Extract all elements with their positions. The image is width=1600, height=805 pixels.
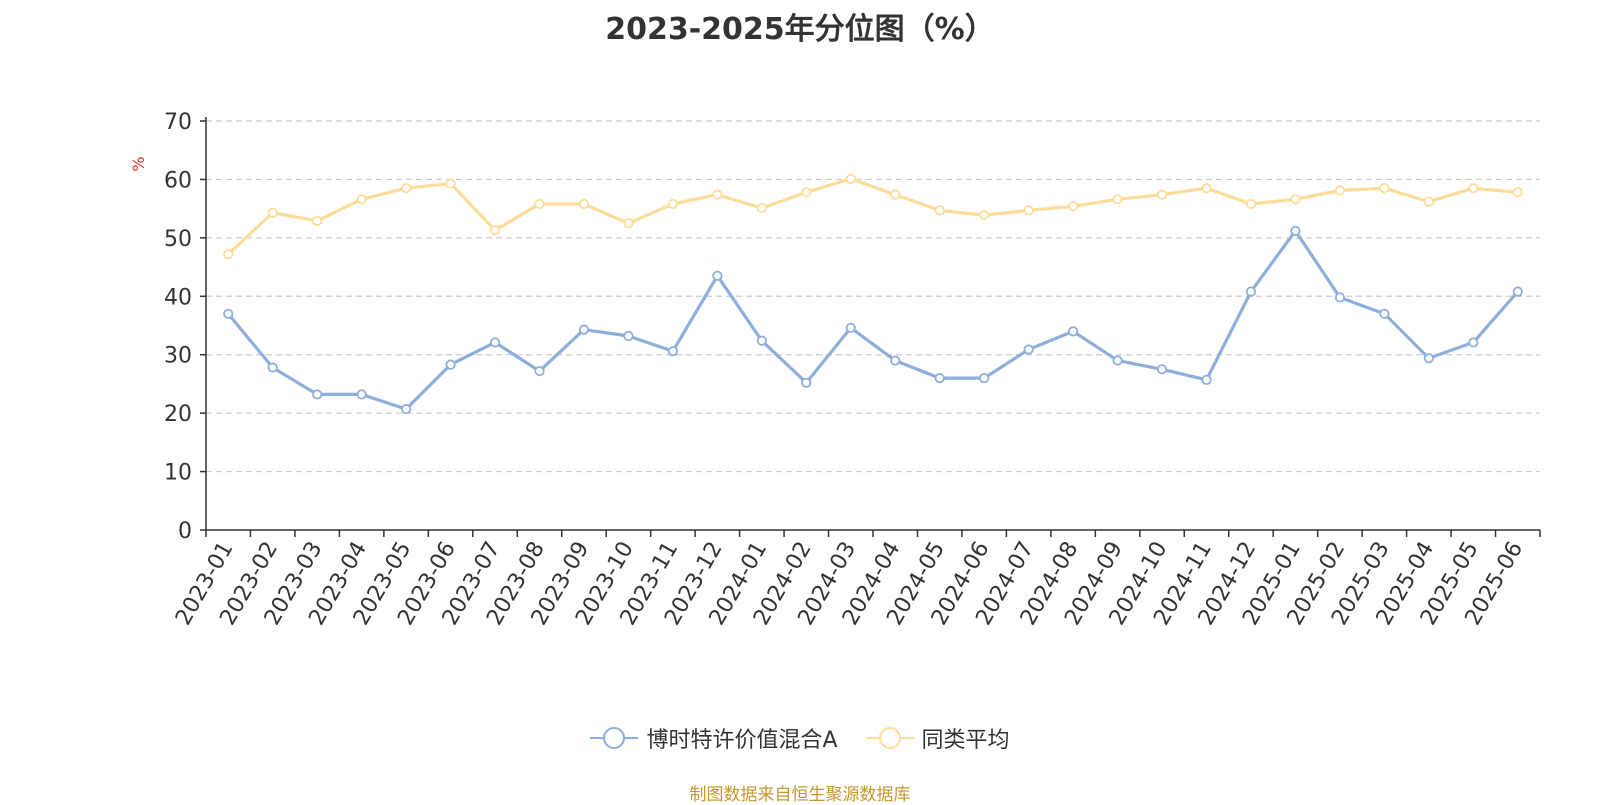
data-point[interactable] — [1290, 194, 1301, 205]
axes: 0102030405060702023-012023-022023-032023… — [164, 110, 1541, 630]
data-point[interactable] — [445, 178, 456, 189]
data-point[interactable] — [756, 335, 767, 346]
data-point[interactable] — [1423, 196, 1434, 207]
data-point[interactable] — [578, 198, 590, 210]
legend: 博时特许价值混合A 同类平均 — [0, 722, 1600, 754]
data-point[interactable] — [1068, 201, 1079, 212]
data-point[interactable] — [1156, 364, 1168, 375]
y-tick-label: 10 — [164, 461, 192, 486]
data-point[interactable] — [489, 225, 501, 236]
y-tick-label: 70 — [164, 110, 192, 135]
series-1 — [223, 173, 1523, 260]
data-point[interactable] — [845, 173, 856, 184]
y-tick-label: 60 — [164, 168, 192, 193]
data-point[interactable] — [1201, 374, 1212, 385]
data-point[interactable] — [534, 365, 545, 377]
data-point[interactable] — [1334, 292, 1346, 303]
data-point[interactable] — [1512, 286, 1523, 297]
y-tick-label: 40 — [164, 285, 192, 310]
data-point[interactable] — [1423, 353, 1434, 364]
series-line — [227, 177, 1518, 256]
y-axis-label: % — [129, 156, 148, 171]
data-point[interactable] — [712, 189, 723, 200]
y-tick-label: 0 — [178, 519, 192, 544]
legend-item-average[interactable]: 同类平均 — [865, 722, 1010, 754]
data-point[interactable] — [623, 330, 634, 342]
data-point[interactable] — [979, 209, 990, 221]
data-point[interactable] — [489, 337, 501, 348]
data-point[interactable] — [1290, 225, 1301, 236]
data-point[interactable] — [979, 372, 990, 384]
data-point[interactable] — [890, 189, 901, 200]
series-group — [223, 173, 1523, 415]
series-0 — [223, 225, 1523, 415]
data-point[interactable] — [1201, 183, 1212, 194]
data-point[interactable] — [1245, 286, 1257, 297]
data-point[interactable] — [1379, 308, 1390, 319]
data-point[interactable] — [267, 362, 278, 373]
data-point[interactable] — [400, 403, 412, 415]
data-point[interactable] — [801, 187, 812, 198]
legend-swatch-fund — [590, 727, 639, 749]
data-point[interactable] — [312, 389, 323, 400]
grid-lines — [206, 120, 1540, 473]
data-point[interactable] — [1068, 326, 1079, 337]
data-point[interactable] — [890, 355, 901, 366]
data-point[interactable] — [1156, 189, 1168, 200]
data-point[interactable] — [1334, 185, 1346, 196]
data-source-note: 制图数据来自恒生聚源数据库 — [689, 785, 911, 805]
legend-label-average: 同类平均 — [921, 728, 1010, 753]
data-point[interactable] — [1023, 205, 1034, 216]
data-point[interactable] — [623, 218, 634, 229]
legend-item-fund[interactable]: 博时特许价值混合A — [590, 722, 838, 754]
data-point[interactable] — [356, 389, 367, 400]
data-point[interactable] — [1468, 183, 1479, 194]
data-point[interactable] — [1468, 337, 1479, 348]
data-point[interactable] — [1379, 183, 1390, 194]
data-point[interactable] — [934, 205, 945, 216]
y-tick-label: 20 — [164, 402, 192, 427]
data-point[interactable] — [1112, 194, 1123, 205]
chart-title: 2023-2025年分位图（%） — [605, 12, 995, 47]
data-point[interactable] — [312, 215, 323, 227]
data-point[interactable] — [712, 270, 723, 281]
data-point[interactable] — [756, 202, 767, 214]
data-point[interactable] — [1245, 198, 1257, 210]
data-point[interactable] — [267, 207, 278, 218]
series-line — [226, 229, 1520, 411]
data-point[interactable] — [1023, 344, 1034, 355]
data-point[interactable] — [1512, 187, 1523, 198]
data-point[interactable] — [1112, 355, 1123, 366]
legend-swatch-average — [865, 727, 914, 749]
data-point[interactable] — [223, 308, 234, 319]
data-point[interactable] — [801, 377, 812, 388]
data-point[interactable] — [356, 194, 367, 205]
data-point[interactable] — [534, 198, 545, 210]
legend-label-fund: 博时特许价值混合A — [646, 728, 838, 753]
y-tick-label: 30 — [164, 344, 192, 369]
y-tick-label: 50 — [164, 227, 192, 252]
data-point[interactable] — [667, 198, 679, 210]
data-point[interactable] — [845, 322, 856, 333]
data-point[interactable] — [934, 372, 945, 384]
data-point[interactable] — [667, 346, 679, 357]
data-point[interactable] — [400, 183, 412, 194]
data-point[interactable] — [578, 324, 590, 335]
data-point[interactable] — [223, 249, 234, 260]
data-point[interactable] — [445, 359, 456, 370]
